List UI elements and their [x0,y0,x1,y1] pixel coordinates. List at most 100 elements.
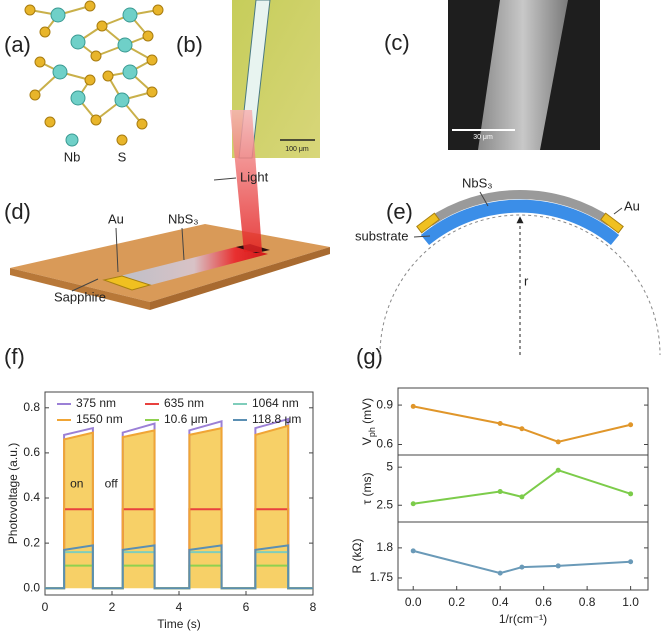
s-atom [146,86,158,98]
y-axis-label: R (kΩ) [350,539,364,574]
nb-atom [52,64,68,80]
y-tick-label: 0.0 [23,580,40,594]
legend-label: 10.6 μm [164,412,208,426]
x-tick-label: 0.0 [405,595,422,609]
label: substrate [355,228,408,243]
annotation: on [70,477,83,491]
x-tick-label: 0.4 [492,595,509,609]
marker [555,467,561,473]
legend-label: 375 nm [76,396,116,410]
marker [628,491,634,497]
nb-atom [70,34,86,50]
s-atom [84,74,96,86]
x-axis-label: 1/r(cm⁻¹) [499,612,547,626]
s-atom [96,20,108,32]
line [412,549,631,575]
panel-label: (b) [176,32,203,57]
marker [555,563,561,569]
s-atom [152,4,164,16]
panel-label: (g) [356,344,383,369]
x-tick-label: 4 [176,600,183,614]
s-atom [39,26,51,38]
marker [410,403,416,409]
plot-frame [397,454,649,523]
y-axis-label-part: (mV) [360,398,374,427]
y-tick-label: 0.8 [23,400,40,414]
panel-label: (f) [4,344,25,369]
label: Light [240,169,269,184]
bend-circle [379,214,661,356]
marker [519,494,525,500]
nbs3-layer [427,190,613,226]
atom-label: S [118,149,127,164]
s-atom [90,50,102,62]
s-atom [44,116,56,128]
au-pad [416,212,440,234]
pointer [181,227,185,261]
marker [555,439,561,445]
marker [497,570,503,576]
annotation: off [105,477,119,491]
y-tick-label: 0.4 [23,490,40,504]
crystal-structure [24,0,164,130]
x-tick-label: 0.6 [535,595,552,609]
legend-label: 118.8 μm [252,412,301,426]
x-tick-label: 0.2 [448,595,465,609]
x-tick-label: 0.8 [579,595,596,609]
au-pad [102,275,152,291]
s-atom [24,4,36,16]
nb-atom [117,37,133,53]
s-atom [146,54,158,66]
x-tick-label: 8 [310,600,317,614]
nb-atom [50,7,66,23]
substrate-layer [420,199,620,246]
s-atom-key [116,134,128,146]
marker [410,501,416,507]
panel-label: (a) [4,32,31,57]
line [413,405,631,443]
x-tick-label: 0 [42,600,49,614]
s-atom [102,70,114,82]
y-tick-label: 0.2 [23,535,40,549]
y-tick-label: 0.9 [376,397,393,411]
nb-atom [122,7,138,23]
marker [628,559,634,565]
marker [519,426,525,432]
pointer [613,207,623,215]
y-tick-label: 5 [386,459,393,473]
area [45,425,313,589]
s-atom [142,30,154,42]
panel-label: (d) [4,199,31,224]
nb-atom [70,90,86,106]
au-pad [600,212,624,234]
scale-bar-label: 30 μm [473,134,493,141]
y-tick-label: 0.6 [376,437,393,451]
x-tick-label: 6 [243,600,250,614]
fiber [478,0,568,150]
y-axis-label-part: ph [367,427,377,437]
s-atom [90,114,102,126]
marker [497,489,503,495]
marker [519,564,525,570]
label: NbS₃ [168,211,199,226]
x-tick-label: 2 [109,600,116,614]
substrate-edge [10,268,150,310]
y-axis-label: Vph (mV) [360,398,377,445]
label: Sapphire [54,289,106,304]
plot-frame [397,521,649,591]
substrate-edge [150,247,330,310]
pointer [479,191,489,207]
label: r [524,273,529,288]
y-axis-label: τ (ms) [360,472,374,504]
y-tick-label: 2.5 [376,497,393,511]
marker [410,548,416,554]
label: Au [108,211,124,226]
plot-frame [397,387,649,456]
pointer [413,235,431,238]
x-axis-label: Time (s) [157,617,201,631]
s-atom [34,56,46,68]
atom-label: Nb [64,149,81,164]
pointer [115,227,119,273]
